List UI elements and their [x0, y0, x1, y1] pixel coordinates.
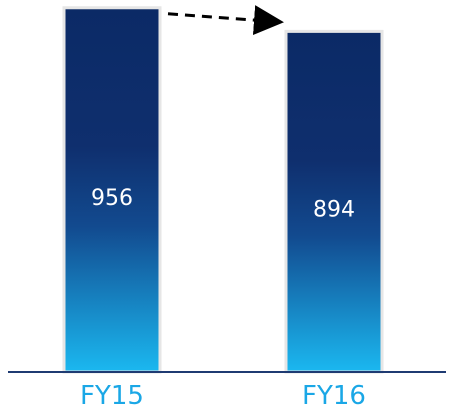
x-tick-labels: FY15 FY16 — [80, 381, 366, 409]
data-label-fy16: 894 — [313, 198, 355, 223]
data-label-fy15: 956 — [91, 186, 133, 211]
bar-fy16 — [284, 29, 384, 374]
x-tick-label-fy15: FY15 — [80, 381, 144, 409]
labels-layer: 956 894 — [91, 186, 355, 222]
bars-layer — [62, 6, 384, 374]
bar-fy15 — [62, 6, 162, 374]
x-tick-label-fy16: FY16 — [302, 381, 366, 409]
decline-arrow — [167, 5, 284, 36]
